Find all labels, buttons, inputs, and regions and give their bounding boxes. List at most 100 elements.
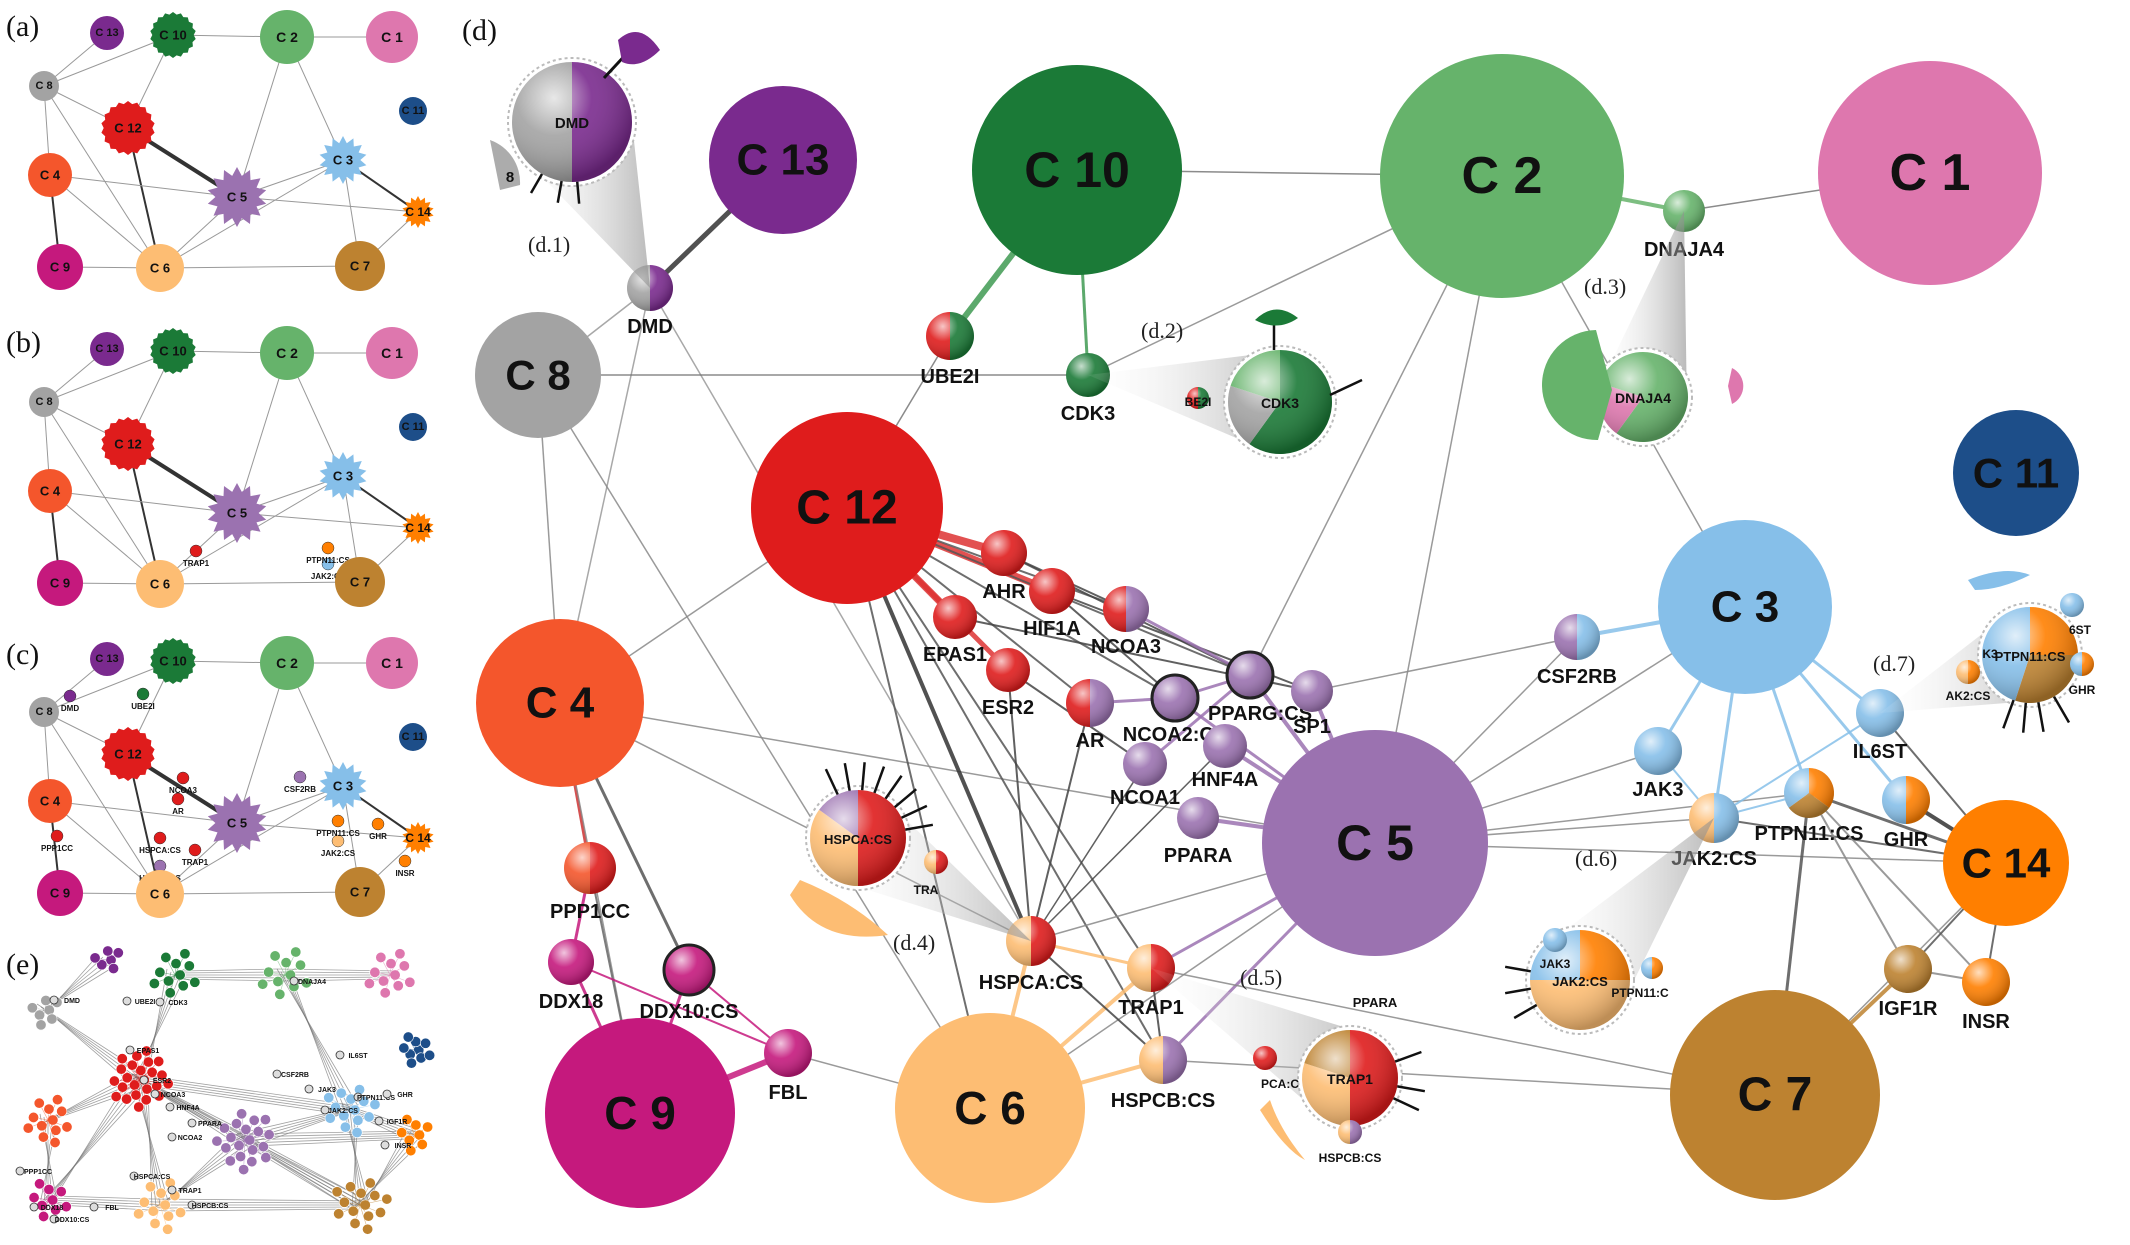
mini-e-edge — [170, 976, 290, 979]
zoom-d5-side-label-2: PCA:C — [1261, 1077, 1299, 1091]
mini-e-member-node — [40, 994, 52, 1006]
zoom-d7-ptpn11-pie — [1982, 607, 2078, 703]
mini-edge — [49, 174, 161, 269]
mini-e-member-node — [263, 966, 275, 978]
mini-cluster-c4 — [28, 779, 72, 823]
gene-label-ppara: PPARA — [1164, 845, 1233, 867]
mini-cluster-c1 — [366, 637, 418, 689]
gene-node-ar — [1066, 679, 1114, 727]
gene-label-hspcbcs: HSPCB:CS — [1111, 1090, 1215, 1112]
mini-e-member-node — [38, 1210, 50, 1222]
mini-e-member-node — [102, 945, 114, 957]
mini-e-member-node — [153, 1055, 165, 1067]
mini-e-edge — [39, 1085, 149, 1125]
gene-label-ptpn11cs: PTPN11:CS — [1755, 823, 1864, 845]
cluster-c2-label: C 2 — [1462, 147, 1543, 205]
mini-e-gene-node — [129, 1171, 139, 1181]
mini-e-member-node — [36, 1120, 48, 1132]
mini-gene-label: JAK2:CS — [321, 849, 356, 858]
zoom-d5-side-label-1: PPARA — [1353, 995, 1398, 1010]
mini-e-edge — [244, 1134, 416, 1141]
gene-label-jak3: JAK3 — [1632, 779, 1683, 801]
gene-label-ube2i: UBE2I — [921, 366, 980, 388]
mini-cluster-c6 — [136, 244, 184, 292]
mini-e-member-node — [351, 1126, 363, 1138]
zoom-d4-trap1-mini — [924, 850, 948, 874]
zoom-d4-hspca: HSPCA:CS TRA — [790, 762, 948, 937]
mini-e-member-node — [56, 1105, 68, 1117]
mini-edge — [236, 662, 288, 824]
gene-label-ddx10cs: DDX10:CS — [640, 1001, 739, 1023]
zoom-d7-side-label-4: GHR — [2069, 683, 2096, 697]
mini-e-member-node — [121, 1093, 133, 1105]
gene-node-ncoa2cs — [1150, 673, 1200, 723]
mini-e-member-node — [37, 1131, 49, 1143]
zoom-d2-cdk3: CDK3 BE2I — [1185, 309, 1363, 459]
mini-e-member-node — [263, 1129, 275, 1141]
mini-cluster-c4 — [28, 469, 72, 513]
mini-edge — [49, 490, 161, 585]
mini-e-member-node — [131, 1050, 143, 1062]
mini-e-gene-label: HSPCA:CS — [134, 1174, 171, 1181]
edge-DMD-HSPCACS — [649, 287, 1032, 942]
cluster-c10-disc — [972, 65, 1182, 275]
mini-gene-label: TRAP1 — [182, 858, 209, 867]
mini-e-gene-label: HNF4A — [176, 1105, 199, 1112]
cluster-c4: C 4 — [476, 619, 644, 787]
zoom-d3-dnaja4: DNAJA4 — [1541, 330, 1744, 447]
mini-e-gene-label: PPARA — [198, 1121, 222, 1128]
mini-e-cluster-c11 — [398, 1031, 436, 1069]
mini-e-member-node — [300, 977, 312, 989]
mini-e-member-node — [392, 980, 404, 992]
gene-node-hspcbcs — [1139, 1036, 1187, 1084]
mini-cluster-label-c14: C 14 — [405, 521, 431, 535]
mini-gene-label: AR — [172, 807, 184, 816]
mini-e-member-node — [49, 1136, 61, 1148]
mini-e-member-node — [225, 1132, 237, 1144]
zoom-d7-side-label-2: K3 — [1982, 647, 1998, 661]
gene-node-sp1 — [1291, 670, 1333, 712]
gene-node-ddx18 — [548, 939, 594, 985]
edge-IL6ST-JAK2CS — [1713, 712, 1881, 819]
zoom-d2-ube2i-mini — [1187, 387, 1209, 409]
zoom-d5-trap1-label: TRAP1 — [1327, 1071, 1373, 1087]
mini-e-member-node — [55, 1186, 67, 1198]
mini-e-member-node — [224, 1155, 236, 1167]
mini-e-cluster-c4 — [22, 1094, 73, 1148]
gene-node-ghr — [1882, 776, 1930, 824]
mini-e-member-node — [269, 950, 281, 962]
mini-gene-node — [398, 854, 412, 868]
mini-edge — [43, 350, 174, 403]
mini-cluster-label-c4: C 4 — [40, 168, 61, 183]
zoom-d6-ptpn11-mini — [1641, 957, 1663, 979]
zoom-d6-jak2-pie — [1530, 930, 1630, 1030]
mini-cluster-c5 — [207, 167, 267, 227]
mini-e-gene-label: EPAS1 — [137, 1048, 160, 1055]
mini-cluster-label-c4: C 4 — [40, 484, 61, 499]
mini-cluster-label-c10: C 10 — [159, 28, 186, 43]
mini-e-member-node — [47, 1194, 59, 1206]
mini-e-gene-node — [165, 1102, 175, 1112]
mini-cluster-c12 — [101, 727, 155, 781]
mini-edge — [159, 265, 361, 269]
mini-cluster-label-c3: C 3 — [333, 153, 353, 168]
mini-cluster-label-c3: C 3 — [333, 469, 353, 484]
mini-e-gene-label: DNAJA4 — [298, 979, 326, 986]
cluster-c12-label: C 12 — [796, 482, 897, 535]
gene-node-ahr — [981, 530, 1027, 576]
mini-e-member-node — [162, 1078, 174, 1090]
cluster-c3: C 3 — [1658, 520, 1832, 694]
mini-cluster-label-c4: C 4 — [40, 794, 61, 809]
gene-node-ppara — [1177, 797, 1219, 839]
edge-C8-C6 — [537, 374, 991, 1109]
mini-e-cluster-c6 — [133, 1177, 187, 1235]
mini-e-member-node — [363, 1111, 375, 1123]
mini-cluster-label-c12: C 12 — [114, 437, 141, 452]
mini-edge — [159, 581, 361, 585]
panel-e-network: DMD UBE2I CDK3 DNAJA4 EPAS1 ESR2 NCOA3 HNF4A PPA… — [15, 945, 436, 1235]
mini-cluster-label-c12: C 12 — [114, 121, 141, 136]
mini-e-member-node — [274, 988, 286, 1000]
mini-cluster-c3 — [319, 762, 367, 810]
zoom-d7-ghr-mini — [2070, 652, 2094, 676]
mini-e-edge — [359, 1134, 416, 1206]
